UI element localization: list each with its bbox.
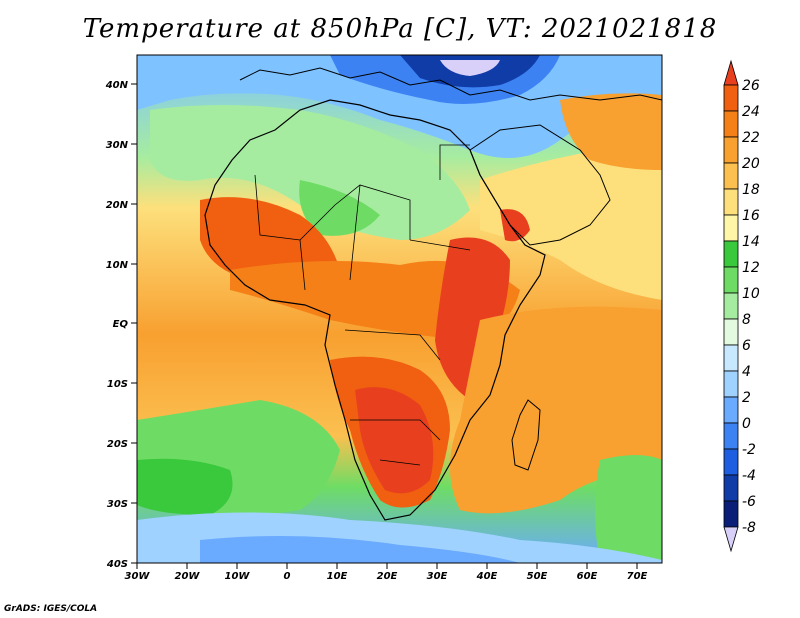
lat-label-40n: 40N xyxy=(105,80,129,91)
colorbar-top-arrow xyxy=(723,59,739,86)
colorbar-label: 8 xyxy=(742,312,751,328)
colorbar-label: 16 xyxy=(742,208,760,224)
colorbar-label: 12 xyxy=(742,260,760,276)
country-borders xyxy=(254,144,471,466)
lat-label-10n: 10N xyxy=(106,260,129,271)
europe-outline xyxy=(239,67,662,101)
colorbar-swatch xyxy=(723,500,739,528)
lon-label-50e: 50E xyxy=(527,571,548,582)
arabia-outline xyxy=(469,124,611,246)
colorbar-swatch xyxy=(723,396,739,424)
colorbar-swatch xyxy=(723,214,739,242)
colorbar-swatch xyxy=(723,474,739,502)
lon-label-30e: 30E xyxy=(427,571,448,582)
lon-label-0: 0 xyxy=(284,571,291,582)
colorbar-bottom-arrow xyxy=(723,526,739,553)
colorbar-label: 4 xyxy=(742,364,751,380)
colorbar-swatch xyxy=(723,84,739,112)
colorbar-swatch xyxy=(723,266,739,294)
temperature-field xyxy=(137,55,662,563)
lat-label-10s: 10S xyxy=(107,379,128,390)
lon-label-10e: 10E xyxy=(327,571,348,582)
lat-axis: 40N 30N 20N 10N EQ 10S 20S 30S 40S xyxy=(105,80,137,570)
lon-label-10w: 10W xyxy=(225,571,251,582)
colorbar-swatch xyxy=(723,292,739,320)
lat-label-20n: 20N xyxy=(106,200,129,211)
lon-label-70e: 70E xyxy=(627,571,648,582)
colorbar-label: -8 xyxy=(742,520,756,536)
colorbar-swatch xyxy=(723,136,739,164)
colorbar-label: 6 xyxy=(742,338,751,354)
colorbar-label: 24 xyxy=(742,104,760,120)
colorbar-swatch xyxy=(723,318,739,346)
colorbar-label: -2 xyxy=(742,442,756,458)
lat-label-eq: EQ xyxy=(113,319,129,330)
colorbar-label: 26 xyxy=(742,78,760,94)
lat-label-20s: 20S xyxy=(107,439,128,450)
colorbar-label: -6 xyxy=(742,494,756,510)
colorbar-label: -4 xyxy=(742,468,756,484)
lat-label-30s: 30S xyxy=(107,499,128,510)
lon-label-20e: 20E xyxy=(377,571,398,582)
colorbar-swatch xyxy=(723,240,739,268)
colorbar-swatch xyxy=(723,188,739,216)
coastline xyxy=(204,99,546,521)
colorbar-label: 10 xyxy=(742,286,760,302)
colorbar-swatch xyxy=(723,110,739,138)
colorbar-label: 2 xyxy=(742,390,751,406)
lon-axis: 30W 20W 10W 0 10E 20E 30E 40E 50E 60E 70… xyxy=(125,563,648,582)
credit-label: GrADS: IGES/COLA xyxy=(4,604,98,614)
lon-label-30w: 30W xyxy=(125,571,151,582)
colorbar-label: 20 xyxy=(742,156,760,172)
colorbar-swatch xyxy=(723,344,739,372)
colorbar-label: 22 xyxy=(742,130,760,146)
lat-label-30n: 30N xyxy=(106,140,129,151)
lat-label-40s: 40S xyxy=(106,559,128,570)
map-title: Temperature at 850hPa [C], VT: 202102181… xyxy=(82,14,718,44)
madagascar-outline xyxy=(511,399,541,471)
colorbar-swatch xyxy=(723,448,739,476)
colorbar-swatch xyxy=(723,422,739,450)
map-frame xyxy=(136,54,663,564)
colorbar-label: 0 xyxy=(742,416,751,432)
colorbar-label: 18 xyxy=(742,182,760,198)
colorbar-label: 14 xyxy=(742,234,760,250)
lon-label-20w: 20W xyxy=(175,571,201,582)
colorbar-swatch xyxy=(723,162,739,190)
lon-label-40e: 40E xyxy=(476,571,498,582)
colorbar-swatch xyxy=(723,370,739,398)
lon-label-60e: 60E xyxy=(577,571,598,582)
